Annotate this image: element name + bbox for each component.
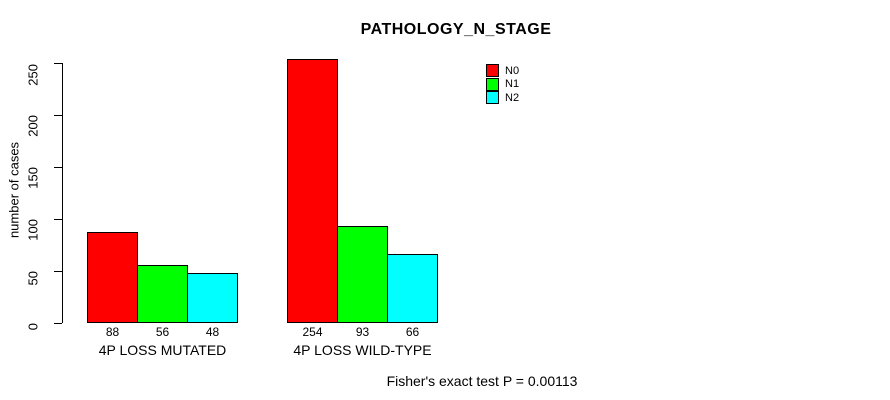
bar-n1-1 — [137, 264, 188, 323]
y-axis-tick — [54, 322, 62, 324]
bar-n1-2 — [337, 226, 388, 323]
legend-swatch-n2 — [486, 91, 499, 104]
y-axis-tick — [54, 218, 62, 220]
y-axis-tick-label-text: 100 — [25, 219, 40, 241]
y-axis-tick-label-text: 200 — [25, 115, 40, 138]
y-axis-tick-label-text: 50 — [25, 271, 40, 286]
bar-value-label: 88 — [105, 325, 120, 339]
y-axis-tick — [54, 166, 62, 168]
y-axis-tick-label-text: 250 — [25, 63, 40, 86]
legend-swatch-n0 — [486, 64, 499, 77]
chart-title: PATHOLOGY_N_STAGE — [360, 21, 552, 38]
y-axis-tick — [54, 114, 62, 116]
statistical-test-annotation: Fisher's exact test P = 0.00113 — [386, 373, 578, 389]
legend-item-n2: N2 — [486, 91, 519, 104]
bar-n2-2 — [387, 254, 438, 323]
legend-label: N1 — [505, 78, 520, 90]
bar-n0-2 — [287, 59, 338, 323]
legend-item-n1: N1 — [486, 77, 520, 91]
y-axis-tick-label-text: 0 — [25, 322, 40, 331]
y-axis-title: number of cases — [6, 141, 22, 239]
bar-n2-1 — [187, 273, 238, 323]
y-axis-tick — [54, 63, 62, 64]
legend-item-n0: N0 — [486, 64, 519, 77]
x-axis-group-label: 4P LOSS MUTATED — [98, 342, 227, 358]
bar-value-label: 254 — [302, 325, 323, 339]
y-axis-tick — [54, 270, 62, 272]
bar-value-label: 66 — [405, 325, 420, 339]
legend-swatch-n1 — [486, 77, 499, 91]
y-axis-tick-label-text: 150 — [25, 167, 40, 189]
bar-value-label: 56 — [155, 325, 170, 339]
bar-value-label: 48 — [205, 325, 220, 339]
legend-label: N0 — [505, 64, 520, 77]
x-axis-group-label: 4P LOSS WILD-TYPE — [293, 342, 432, 358]
y-axis-line — [62, 63, 63, 323]
bar-n0-1 — [87, 231, 138, 323]
legend-label: N2 — [505, 91, 520, 104]
bar-value-label: 93 — [355, 325, 370, 339]
